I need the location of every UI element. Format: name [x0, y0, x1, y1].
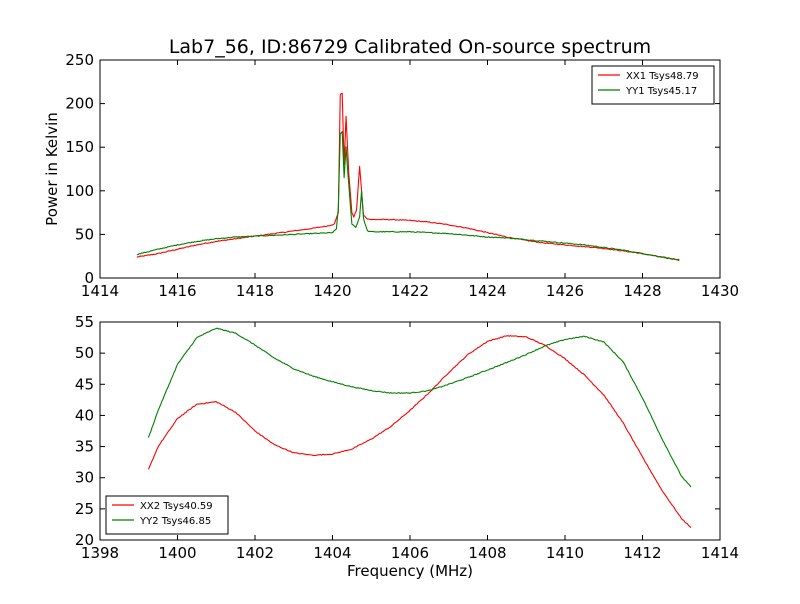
- top-x-tick-label: 1420: [313, 282, 351, 300]
- bottom-x-tick-label: 1406: [391, 544, 429, 562]
- top-x-tick-label: 1430: [701, 282, 739, 300]
- top-x-tick-label: 1422: [391, 282, 429, 300]
- top-legend-label: XX1 Tsys48.79: [626, 71, 699, 82]
- top-x-tick-label: 1416: [158, 282, 196, 300]
- bottom-y-tick-label: 35: [75, 438, 94, 456]
- top-legend-box: [591, 65, 715, 105]
- top-y-tick-label: 50: [75, 225, 94, 243]
- bottom-x-tick-label: 1404: [313, 544, 351, 562]
- bottom-x-tick-label: 1412: [623, 544, 661, 562]
- bottom-y-tick-label: 25: [75, 500, 94, 518]
- top-x-tick-label: 1414: [81, 282, 119, 300]
- figure-title: Lab7_56, ID:86729 Calibrated On-source s…: [169, 36, 651, 58]
- top-y-tick-label: 0: [84, 269, 94, 287]
- bottom-y-tick-label: 55: [75, 313, 94, 331]
- top-y-tick-label: 200: [65, 95, 94, 113]
- bottom-legend-label: YY2 Tsys46.85: [139, 516, 211, 527]
- top-x-tick-label: 1426: [546, 282, 584, 300]
- bottom-legend-box: [105, 495, 229, 535]
- bottom-x-axis-label: Frequency (MHz): [347, 562, 473, 580]
- top-x-tick-label: 1424: [468, 282, 506, 300]
- top-y-tick-label: 250: [65, 51, 94, 69]
- top-y-tick-label: 100: [65, 182, 94, 200]
- bottom-x-tick-label: 1398: [81, 544, 119, 562]
- bottom-y-tick-label: 50: [75, 344, 94, 362]
- bottom-x-tick-label: 1400: [158, 544, 196, 562]
- top-x-tick-label: 1418: [236, 282, 274, 300]
- bottom-y-tick-label: 40: [75, 406, 94, 424]
- top-series-yy-line: [136, 130, 680, 262]
- top-y-tick-label: 150: [65, 138, 94, 156]
- top-x-tick-label: 1428: [623, 282, 661, 300]
- bottom-x-tick-label: 1414: [701, 544, 739, 562]
- bottom-y-tick-label: 45: [75, 375, 94, 393]
- top-legend-label: YY1 Tsys45.17: [625, 86, 697, 97]
- top-y-axis-label: Power in Kelvin: [43, 112, 61, 226]
- bottom-series-xx-line: [147, 335, 692, 528]
- bottom-y-tick-label: 20: [75, 531, 94, 549]
- bottom-legend-label: XX2 Tsys40.59: [140, 501, 213, 512]
- bottom-x-tick-label: 1402: [236, 544, 274, 562]
- bottom-y-tick-label: 30: [75, 469, 94, 487]
- top-series-xx-line: [136, 92, 680, 261]
- bottom-x-tick-label: 1410: [546, 544, 584, 562]
- bottom-series-yy-line: [147, 327, 692, 488]
- bottom-x-tick-label: 1408: [468, 544, 506, 562]
